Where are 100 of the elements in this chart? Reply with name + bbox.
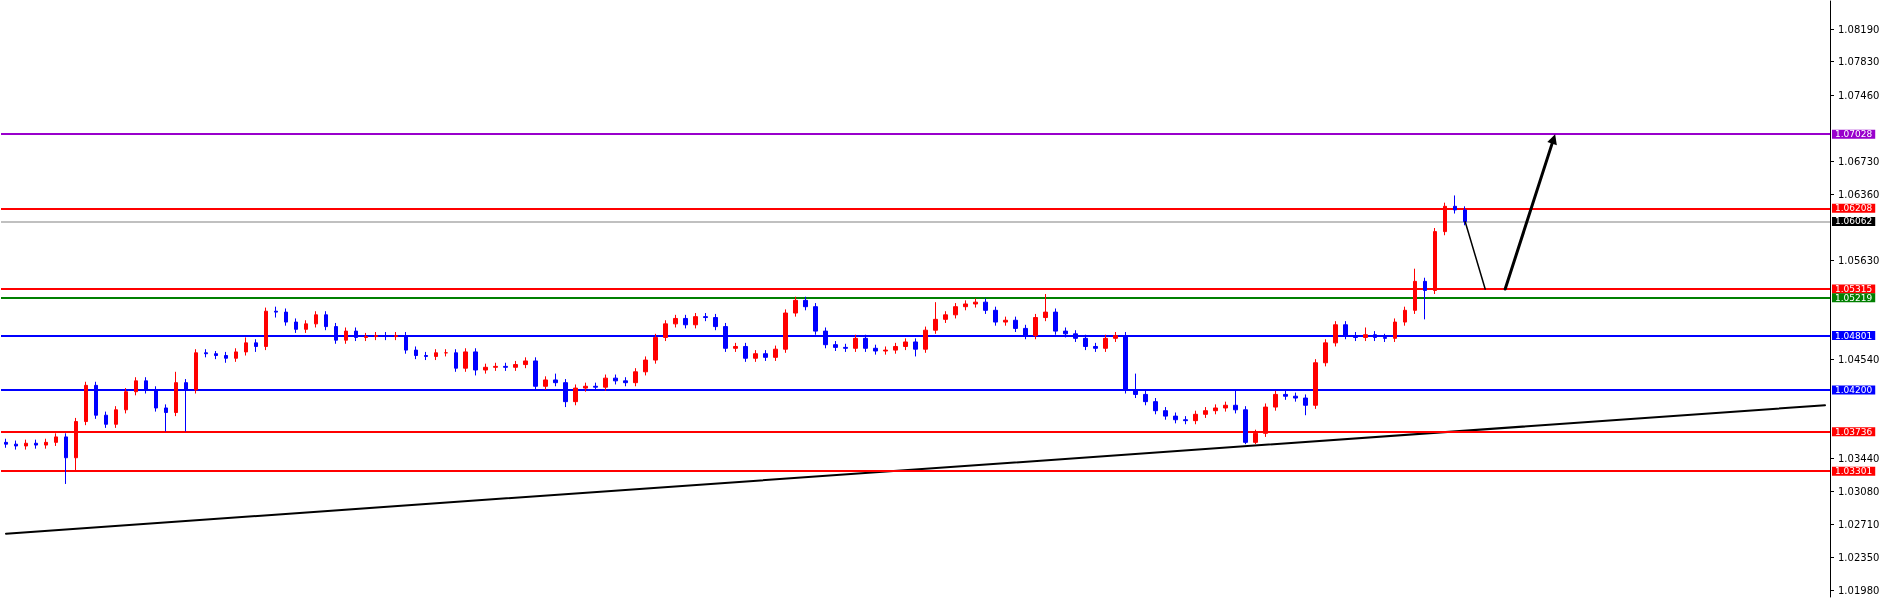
candlestick — [4, 438, 8, 449]
candlestick — [603, 374, 608, 392]
candlestick — [1453, 194, 1457, 215]
candlestick — [583, 382, 588, 393]
candlestick — [783, 308, 788, 354]
candlestick — [613, 374, 618, 385]
candlestick — [923, 326, 928, 354]
candlestick — [1013, 316, 1018, 333]
candlestick — [394, 331, 398, 341]
candlestick — [84, 381, 88, 426]
candlestick — [473, 347, 478, 376]
y-tick-label: 1.07830 — [1838, 56, 1880, 68]
candlestick — [1303, 393, 1308, 416]
candlestick — [434, 348, 438, 361]
y-tick-label: 1.03440 — [1838, 453, 1880, 465]
candlestick — [873, 344, 878, 356]
candlestick — [1323, 338, 1328, 367]
candlestick — [1173, 412, 1178, 424]
candlestick — [523, 356, 528, 369]
candlestick — [553, 373, 558, 387]
candlestick — [234, 347, 238, 363]
candlestick — [503, 362, 508, 372]
candlestick — [623, 376, 628, 387]
candlestick — [314, 310, 318, 328]
candlestick — [543, 375, 548, 391]
candlestick — [773, 345, 778, 362]
candlestick — [34, 439, 38, 450]
candlestick — [294, 317, 298, 334]
candlestick — [1033, 313, 1038, 340]
y-tick-label: 1.02350 — [1838, 551, 1880, 563]
candlestick — [14, 440, 18, 451]
candlestick — [463, 347, 468, 373]
ref-line-label: 1.06208 — [1835, 203, 1873, 214]
ref-line-label: 1.05219 — [1835, 292, 1873, 303]
candlestick — [1223, 401, 1228, 413]
ref-line-label: 1.04801 — [1835, 330, 1873, 341]
candlestick — [1193, 410, 1198, 425]
candlestick — [1003, 316, 1008, 327]
candlestick — [134, 376, 138, 396]
candlestick — [713, 313, 718, 331]
y-tick-label: 1.02710 — [1838, 519, 1880, 531]
ref-line-label: 1.06062 — [1835, 216, 1873, 227]
candlestick — [843, 343, 848, 353]
candlestick — [673, 314, 678, 328]
candlestick — [304, 319, 308, 334]
candlestick — [943, 310, 948, 324]
ref-line-label: 1.03736 — [1835, 426, 1873, 437]
candlestick — [1423, 277, 1427, 320]
candlestick — [973, 298, 978, 309]
candlestick — [633, 367, 638, 387]
candlestick — [733, 342, 738, 353]
candlestick — [883, 345, 888, 356]
candlestick — [374, 331, 378, 341]
candlestick — [1363, 326, 1368, 342]
candlestick — [753, 349, 758, 363]
candlestick — [1313, 358, 1318, 410]
candlestick — [1043, 293, 1048, 322]
candlestick — [513, 360, 518, 372]
candlestick — [244, 336, 248, 357]
candlestick — [274, 306, 278, 319]
candlestick — [1393, 317, 1397, 343]
candlestick — [743, 342, 748, 363]
candlestick — [1243, 405, 1248, 445]
ref-line-label: 1.03301 — [1835, 466, 1873, 477]
candlestick — [663, 319, 668, 342]
candlestick — [174, 371, 178, 417]
candlestick — [833, 340, 838, 352]
ref-line-label: 1.07028 — [1835, 129, 1873, 140]
candlestick — [963, 299, 968, 311]
candlestick — [993, 306, 998, 327]
y-tick-label: 1.03080 — [1838, 485, 1880, 497]
candlestick — [194, 348, 198, 395]
candlestick — [124, 387, 128, 414]
y-tick-label: 1.06730 — [1838, 155, 1880, 167]
candlestick — [344, 326, 348, 345]
ref-line-label: 1.04200 — [1835, 384, 1873, 395]
candlestick — [653, 333, 658, 365]
candlestick — [903, 337, 908, 351]
candlestick — [1093, 342, 1098, 353]
candlestick — [454, 348, 458, 373]
candlestick — [573, 383, 578, 406]
candlestick — [683, 314, 688, 329]
candlestick — [1293, 392, 1298, 403]
candlestick — [254, 338, 258, 353]
y-tick-label: 1.06360 — [1838, 189, 1880, 201]
candlestick — [853, 334, 858, 353]
candlestick — [284, 308, 288, 327]
candlestick — [1113, 331, 1118, 343]
candlestick — [1153, 397, 1158, 415]
candlestick — [1403, 306, 1407, 327]
y-tick-label: 1.04540 — [1838, 353, 1880, 365]
candlestick — [1163, 406, 1168, 421]
candlestick — [214, 350, 218, 360]
candlestick — [1213, 403, 1218, 415]
candlestick — [493, 362, 498, 372]
candlestick — [643, 355, 648, 376]
candlestick — [414, 345, 418, 360]
candlestick — [953, 302, 958, 319]
candlestick — [933, 301, 938, 335]
y-tick-label: 1.01980 — [1838, 585, 1880, 597]
